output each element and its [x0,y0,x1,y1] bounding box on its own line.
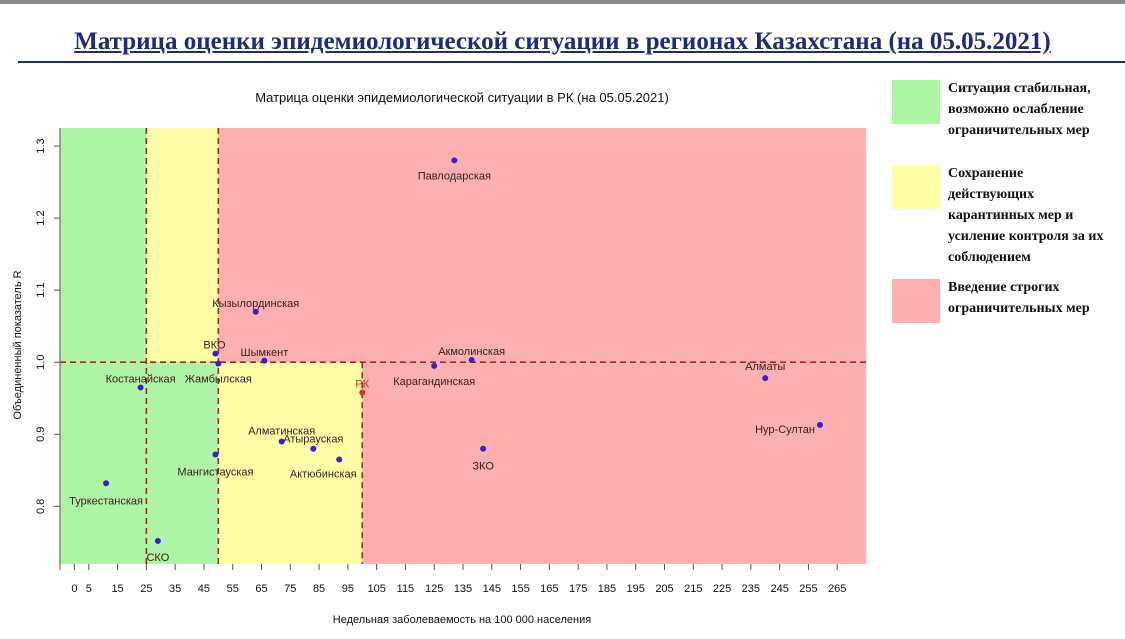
data-point [468,357,475,364]
point-label: Кызылординская [212,298,299,310]
x-tick-label: 95 [342,583,354,595]
data-point [480,445,487,452]
point-label: ЗКО [472,461,494,473]
x-tick-label: 105 [367,583,385,595]
point-label: Нур-Султан [755,424,815,436]
data-point [336,456,343,463]
x-tick-label: 55 [227,583,239,595]
x-tick-label: 115 [397,583,415,595]
legend: Ситуация стабильная, возможно ослабление… [890,78,1125,338]
legend-swatch-red [892,279,940,323]
x-tick-label: 215 [684,583,702,595]
axes-layer: 0 5 15 25 35 45 55 65 75 85 95 105 115 125 135 145 155 16… [35,128,846,595]
x-tick-label: 65 [255,583,267,595]
point-label: Мангистауская [177,466,253,478]
x-tick-label: 155 [511,583,529,595]
point-label: Костанайская [106,373,176,385]
point-label: Атырауская [283,434,343,446]
data-point [103,480,110,487]
point-label: Карагандинская [393,376,475,388]
y-tick-label: 1.2 [35,210,47,225]
x-tick-label: 165 [540,583,558,595]
zone-2 [146,128,219,363]
x-tick-label: 175 [569,583,587,595]
x-tick-label: 235 [742,583,760,595]
chart-title: Матрица оценки эпидемиологической ситуац… [255,90,669,105]
data-point [212,350,219,357]
data-point [451,157,458,164]
zone-1 [60,128,147,363]
data-point [215,360,222,367]
point-label: Актюбинская [290,469,357,481]
x-tick-label: 135 [454,583,472,595]
data-point [762,375,769,382]
x-tick-label: 15 [111,583,123,595]
slide-title: Матрица оценки эпидемиологической ситуац… [74,28,1051,55]
x-tick-label: 85 [313,583,325,595]
y-tick-label: 1.0 [35,355,47,370]
point-label: Акмолинская [438,346,505,358]
point-label: РК [355,378,369,390]
top-border [0,0,1125,4]
zone-0 [60,362,219,564]
legend-swatch-yellow [892,165,940,209]
data-point [154,537,161,544]
x-tick-label: 25 [140,583,152,595]
point-label: Алматы [745,361,785,373]
legend-swatch-green [892,80,940,124]
data-point [278,438,285,445]
y-tick-label: 1.1 [35,283,47,298]
legend-text-stable: Ситуация стабильная, возможно ослабление… [948,81,1091,138]
x-axis-label: Недельная заболеваемость на 100 000 насе… [333,614,591,626]
points-layer: Павлодарская Кызылординская ВКО Шымкент Акмо… [69,157,823,564]
x-tick-label: 245 [770,583,788,595]
x-tick-label: 205 [655,583,673,595]
data-point [359,389,366,396]
data-point [310,445,317,452]
x-tick-label: 75 [284,583,296,595]
point-label: СКО [146,552,169,564]
data-point [212,451,219,458]
point-label: ВКО [203,340,226,352]
x-tick-label: 255 [799,583,817,595]
x-tick-label: 125 [425,583,443,595]
data-point [261,357,268,364]
zone-5 [362,362,866,564]
zones-layer [60,128,867,564]
y-tick-label: 0.9 [35,427,47,442]
point-label: Жамбылская [185,374,252,386]
data-point [252,308,259,315]
data-point [431,362,438,369]
point-label: Павлодарская [418,170,491,182]
data-point [137,384,144,391]
zone-4 [218,128,867,363]
x-tick-label: 265 [828,583,846,595]
y-axis-label: Объединенный показатель R [12,270,24,419]
y-tick-label: 1.3 [35,138,47,153]
x-tick-label: 0 [71,583,77,595]
y-tick-label: 0.8 [35,499,47,514]
point-label: Туркестанская [69,495,143,507]
point-label: Шымкент [241,347,289,359]
title-underline [18,61,1125,63]
x-tick-label: 45 [198,583,210,595]
x-tick-label: 145 [483,583,501,595]
data-point [816,421,823,428]
x-tick-label: 5 [86,583,92,595]
x-tick-label: 185 [598,583,616,595]
point-label: Алматинская [248,425,315,437]
x-tick-label: 225 [713,583,731,595]
x-tick-label: 195 [627,583,645,595]
zone-3 [218,362,363,564]
x-tick-label: 35 [169,583,181,595]
reference-lines-layer [60,128,866,564]
legend-text-strict: Введение строгих ограничительных мер [948,280,1090,316]
legend-text-maintain: Сохранение действующих карантинных мер и… [948,166,1104,265]
